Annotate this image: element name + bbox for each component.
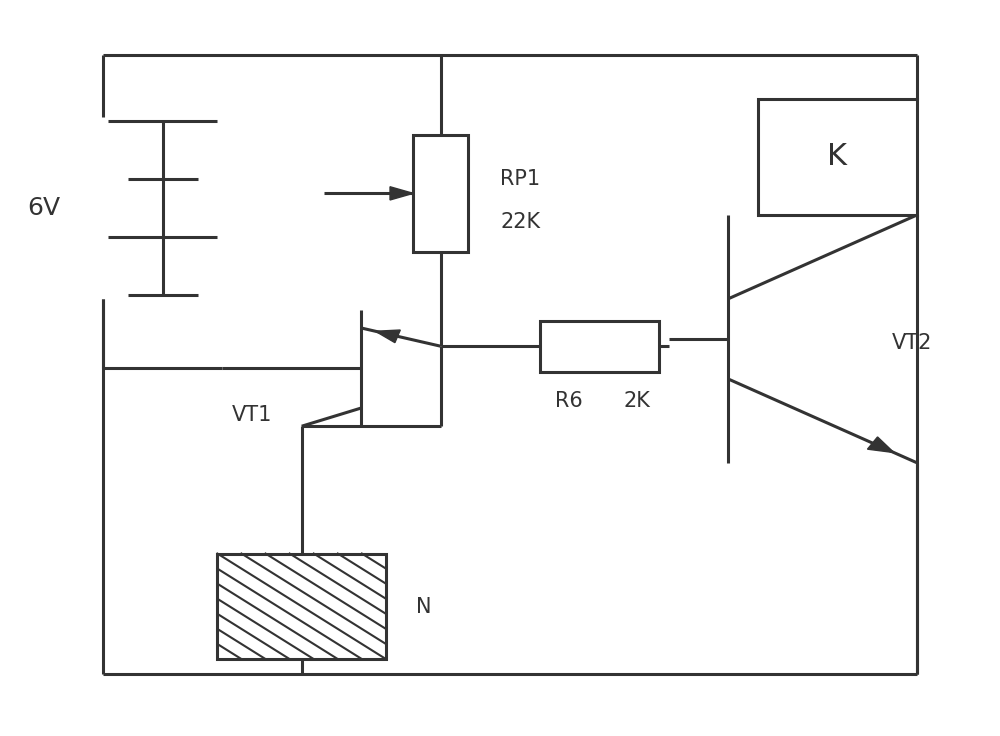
Text: 2K: 2K	[624, 391, 651, 411]
Text: VT2: VT2	[892, 333, 932, 353]
Text: N: N	[416, 597, 431, 617]
Bar	[217, 553, 386, 659]
Text: K: K	[827, 143, 847, 171]
Polygon shape	[375, 330, 400, 343]
Text: RP1: RP1	[500, 169, 540, 189]
Bar	[758, 99, 917, 215]
Bar	[413, 135, 468, 252]
Polygon shape	[390, 187, 413, 200]
Text: 22K: 22K	[500, 213, 540, 233]
Bar	[540, 321, 659, 372]
Polygon shape	[867, 437, 894, 453]
Text: 6V: 6V	[27, 196, 60, 220]
Text: R6: R6	[555, 391, 582, 411]
Text: VT1: VT1	[232, 406, 273, 425]
